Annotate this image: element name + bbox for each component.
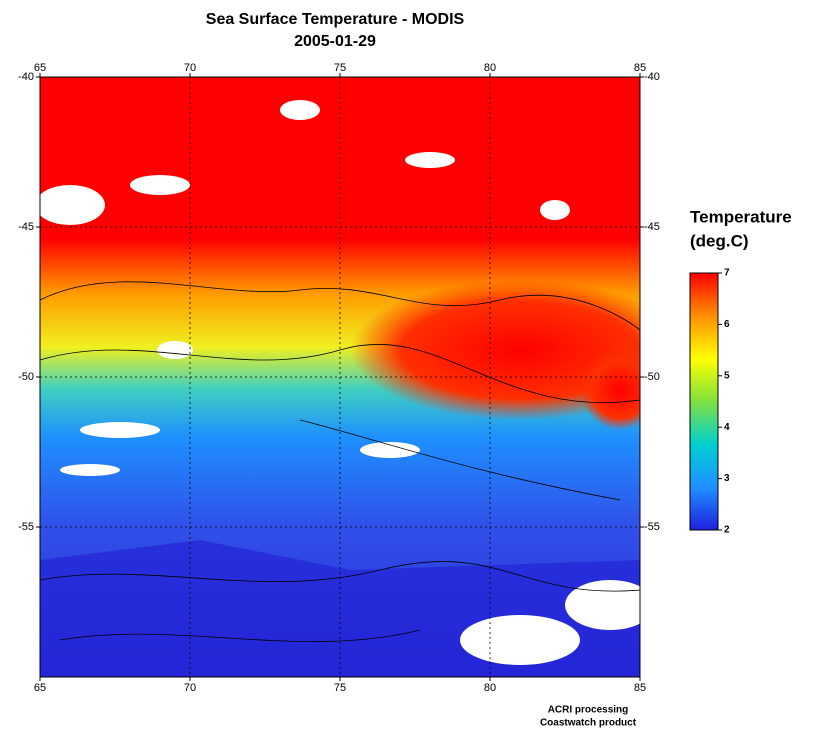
cloud bbox=[360, 442, 420, 458]
x-tick-label: 75 bbox=[334, 62, 346, 74]
warm-eddy bbox=[580, 350, 640, 430]
y-tick-label: -55 bbox=[644, 521, 660, 533]
cloud bbox=[540, 200, 570, 220]
colorbar-tick-label: 4 bbox=[724, 422, 730, 433]
map-title: Sea Surface Temperature - MODIS bbox=[206, 11, 465, 28]
y-tick-label: -45 bbox=[18, 221, 34, 233]
x-tick-label: 65 bbox=[34, 682, 46, 694]
x-tick-label: 75 bbox=[334, 682, 346, 694]
y-tick-label: -40 bbox=[18, 71, 34, 83]
x-tick-label: 80 bbox=[484, 682, 496, 694]
x-tick-label: 70 bbox=[184, 62, 196, 74]
cloud bbox=[40, 185, 105, 225]
x-tick-label: 70 bbox=[184, 682, 196, 694]
colorbar-title: (deg.C) bbox=[690, 231, 749, 250]
cloud bbox=[460, 615, 580, 665]
colorbar-tick-label: 2 bbox=[724, 525, 730, 536]
y-tick-label: -55 bbox=[18, 521, 34, 533]
footer-line: ACRI processing bbox=[548, 705, 629, 716]
x-tick-label: 65 bbox=[34, 62, 46, 74]
bathymetry-contours bbox=[40, 281, 640, 643]
x-tick-label: 80 bbox=[484, 62, 496, 74]
cloud bbox=[130, 175, 190, 195]
map-subtitle: 2005-01-29 bbox=[294, 33, 376, 50]
y-tick-label: -40 bbox=[644, 71, 660, 83]
cloud bbox=[405, 152, 455, 168]
y-tick-label: -45 bbox=[644, 221, 660, 233]
contour bbox=[40, 281, 640, 331]
cloud bbox=[280, 100, 320, 120]
cloud bbox=[80, 422, 160, 438]
y-tick-label: -50 bbox=[18, 371, 34, 383]
colorbar-title: Temperature bbox=[690, 207, 792, 226]
colorbar-tick-label: 3 bbox=[724, 473, 730, 484]
footer-line: Coastwatch product bbox=[540, 718, 637, 729]
x-tick-label: 85 bbox=[634, 62, 646, 74]
x-tick-label: 85 bbox=[634, 682, 646, 694]
map-frame bbox=[39, 76, 641, 678]
contour bbox=[40, 344, 640, 404]
contour bbox=[40, 561, 640, 592]
cloud bbox=[565, 580, 640, 630]
contour bbox=[299, 419, 621, 501]
warm-eddy bbox=[350, 280, 640, 420]
colorbar-tick-label: 7 bbox=[724, 268, 730, 279]
colorbar bbox=[689, 272, 719, 531]
cloud bbox=[157, 341, 193, 359]
colorbar-tick-label: 6 bbox=[724, 319, 730, 330]
y-tick-label: -50 bbox=[644, 371, 660, 383]
colorbar-tick-label: 5 bbox=[724, 370, 730, 381]
contour bbox=[59, 629, 421, 643]
cloud bbox=[60, 464, 120, 476]
